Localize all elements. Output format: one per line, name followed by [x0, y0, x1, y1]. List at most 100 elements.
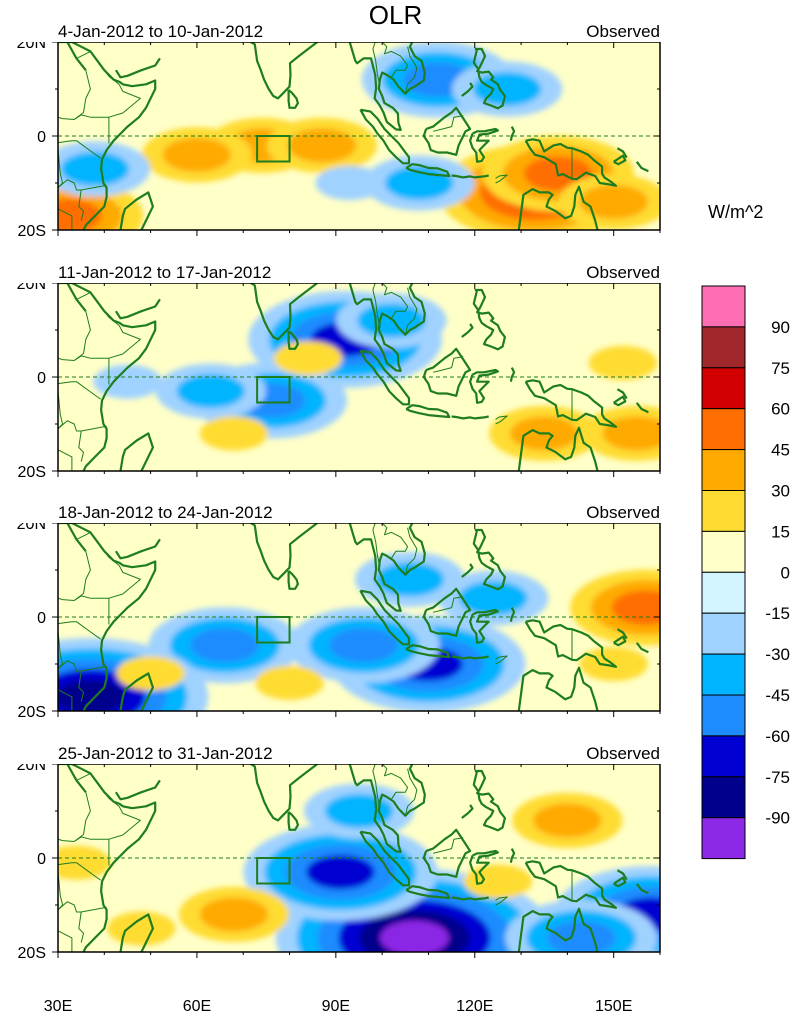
coastline	[422, 828, 472, 878]
x-tick-label: 120E	[456, 998, 493, 1013]
country-border	[73, 311, 91, 361]
panel-period-label: 11-Jan-2012 to 17-Jan-2012	[58, 263, 272, 282]
country-border	[58, 391, 64, 430]
coastline	[472, 528, 506, 591]
coastline	[287, 811, 299, 831]
country-border	[404, 768, 418, 816]
coastline	[461, 82, 474, 97]
coastline	[524, 860, 618, 909]
anomaly-blob	[266, 117, 378, 173]
contour-level	[93, 364, 162, 399]
country-border	[103, 550, 120, 566]
reference-box	[256, 376, 291, 404]
colorbar-tick-label: 90	[771, 318, 790, 337]
country-border	[58, 179, 107, 191]
anomaly-blob	[155, 363, 266, 419]
colorbar-tick-label: -30	[765, 645, 790, 664]
x-tick-label: 90E	[322, 998, 350, 1013]
country-border	[381, 764, 409, 800]
coastline	[635, 161, 649, 173]
country-border	[76, 50, 91, 59]
coastline	[517, 185, 599, 230]
coastline	[616, 869, 628, 881]
coastline	[517, 426, 599, 471]
country-border	[372, 42, 381, 86]
y-tick-label: 0	[37, 610, 46, 627]
colorbar-bin	[701, 817, 746, 860]
anomaly-blob	[255, 665, 324, 700]
coastline	[635, 642, 649, 654]
contour-level	[315, 165, 384, 201]
reference-box	[256, 135, 291, 163]
contour-level	[459, 581, 528, 616]
coastline	[616, 147, 628, 159]
country-border	[73, 551, 91, 601]
contour-level	[58, 679, 125, 711]
country-border	[58, 381, 101, 400]
colorbar-bin	[701, 612, 746, 655]
olr-map: 20N 0 20S	[17, 283, 661, 479]
country-border	[76, 772, 91, 781]
x-axis-labels: 30E 60E 90E 120E 150E	[44, 998, 633, 1013]
contour-level	[162, 137, 232, 172]
colorbar-bin	[701, 408, 746, 451]
y-tick-label: 0	[37, 370, 46, 387]
anomaly-blob	[107, 911, 176, 946]
country-border	[78, 189, 84, 221]
contour-level	[579, 184, 648, 219]
country-border	[78, 430, 84, 462]
panel-source-label: Observed	[586, 22, 660, 41]
coastline	[635, 402, 649, 414]
colorbar-bin	[701, 367, 746, 410]
olr-panel: 11-Jan-2012 to 17-Jan-2012 Observed 20N 0 20…	[0, 263, 700, 493]
contour-level	[273, 341, 343, 376]
coastline	[119, 432, 154, 471]
contour-level	[107, 911, 176, 946]
anomaly-blob	[364, 155, 475, 211]
y-tick-label: 20S	[18, 464, 46, 479]
olr-panel: 18-Jan-2012 to 24-Jan-2012 Observed 20N 0 20…	[0, 503, 700, 733]
anomaly-blob	[287, 607, 440, 684]
coastline	[524, 138, 618, 187]
colorbar-tick-label: -90	[765, 809, 790, 828]
country-border	[73, 70, 91, 120]
country-border	[58, 597, 75, 601]
contour-level	[533, 803, 602, 838]
country-border	[432, 115, 464, 132]
coastline	[227, 42, 318, 100]
coastline	[119, 191, 154, 230]
contour-level	[588, 345, 658, 380]
contour-level	[58, 198, 102, 230]
axis-ticks	[52, 764, 661, 958]
anomaly-blob	[463, 864, 533, 899]
coastline	[66, 523, 87, 552]
coastline	[119, 672, 154, 711]
country-border	[58, 420, 107, 432]
panel-period-label: 25-Jan-2012 to 31-Jan-2012	[58, 744, 273, 763]
colorbar-bin	[701, 776, 746, 819]
country-border	[58, 621, 101, 640]
contour-level	[176, 374, 246, 409]
coastlines	[58, 523, 649, 711]
coastline	[359, 830, 411, 887]
anomaly-blob	[336, 293, 447, 349]
country-border	[58, 631, 64, 670]
country-border	[73, 792, 91, 842]
coastline	[461, 563, 474, 578]
coastline	[613, 395, 627, 407]
coastline	[461, 804, 474, 819]
contour-level	[60, 151, 130, 186]
coastlines	[58, 764, 649, 952]
colorbar-tick-label: -15	[765, 604, 790, 623]
coastline	[613, 154, 627, 166]
country-border	[58, 862, 101, 881]
coastline	[422, 106, 472, 156]
coastline	[422, 587, 472, 637]
coastline	[524, 379, 618, 428]
y-tick-label: 20N	[17, 283, 46, 293]
contour-level	[287, 128, 357, 163]
colorbar-bin	[701, 285, 746, 328]
contour-level	[472, 71, 542, 107]
country-border	[432, 596, 464, 613]
coastline	[613, 876, 627, 888]
